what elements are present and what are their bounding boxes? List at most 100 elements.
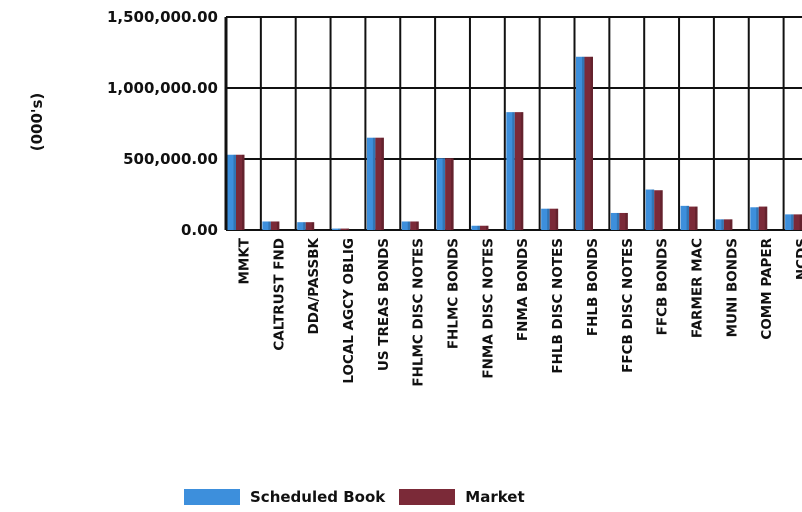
bar-shade [547,208,550,230]
bar-shade [416,221,419,230]
bar-shade [590,56,593,231]
bar-shade [276,221,280,230]
bar-shade [729,219,733,230]
bar-shade [242,154,245,230]
bar-market [479,225,489,230]
legend-swatch [184,489,240,505]
bar-shade [686,205,690,230]
bar-market [689,206,698,230]
grid-lines [224,16,802,231]
x-tick-label: FFCB BONDS [655,238,671,335]
bar-shade [485,225,489,230]
bar-scheduled-book [576,56,585,231]
legend-item-scheduled-book: Scheduled Book [184,488,385,506]
bars [227,56,802,231]
legend-label: Market [465,488,525,506]
bar-scheduled-book [471,225,480,230]
x-tick-label: NCDS [794,238,802,280]
bar-shade [555,208,559,230]
bar-market [410,221,419,230]
bar-market [654,190,663,230]
x-tick-label: FARMER MAC [689,238,705,338]
bar-market [619,212,628,230]
x-tick-label: MMKT [236,237,252,284]
x-tick-label: FHLB BONDS [585,238,601,336]
bar-shade [721,219,724,230]
bar-scheduled-book [436,158,446,230]
bar-market [375,137,384,230]
x-tick-label: FHLMC DISC NOTES [411,238,427,387]
bar-market [305,222,315,230]
x-tick-label: FNMA BONDS [515,238,531,341]
bar-shade [799,214,802,230]
bar-market [723,219,733,230]
y-tick-label: 1,500,000.00 [107,8,218,26]
bar-shade [764,206,768,230]
bar-market [584,56,593,231]
bar-shade [616,212,620,230]
bar-shade [625,212,628,230]
bar-shade [582,56,585,231]
bar-market [758,206,768,230]
x-tick-label: FNMA DISC NOTES [480,238,496,379]
y-axis-label: (000's) [28,93,46,152]
bar-shade [268,221,271,230]
bar-scheduled-book [297,222,306,230]
bar-scheduled-book [610,212,620,230]
bar-scheduled-book [750,207,759,230]
bar-market [236,154,245,230]
legend-item-market: Market [389,488,525,506]
bar-shade [407,221,411,230]
x-tick-label: US TREAS BONDS [376,238,392,371]
bar-shade [338,228,341,230]
bar-scheduled-book [401,221,411,230]
bar-shade [520,112,524,230]
bar-scheduled-book [262,221,271,230]
bar-scheduled-book [332,228,341,230]
bar-scheduled-book [541,208,550,230]
bar-market [549,208,559,230]
x-tick-label: LOCAL AGCY OBLIG [341,238,357,384]
bar-scheduled-book [366,137,376,230]
bar-shade [660,190,663,230]
legend-swatch [399,489,456,505]
bar-market [793,214,802,230]
bar-shade [303,222,306,230]
bar-shade [791,214,794,230]
y-tick-label: 500,000.00 [123,150,218,168]
x-tick-label: DDA/PASSBK [306,237,322,334]
x-tick-label: FFCB DISC NOTES [620,238,636,373]
x-tick-label: FHLMC BONDS [446,238,462,349]
bar-scheduled-book [680,205,690,230]
bar-market [340,228,350,230]
y-axis-ticks: 0.00 500,000.00 1,000,000.00 1,500,000.00 [107,8,218,239]
legend: Scheduled Book Market [184,488,529,506]
bar-scheduled-book [785,214,794,230]
bar-shade [451,158,454,230]
bar-shade [756,207,759,230]
bar-scheduled-book [227,154,236,230]
bar-shade [346,228,350,230]
bar-shade [651,189,655,230]
bar-market [270,221,280,230]
bar-scheduled-book [645,189,655,230]
x-tick-label: COMM PAPER [759,237,775,339]
x-tick-label: MUNI BONDS [724,238,740,337]
x-tick-label: FHLB DISC NOTES [550,238,566,374]
bar-shade [512,112,515,230]
bar-market [445,158,454,230]
bar-shade [311,222,315,230]
bar-shade [372,137,376,230]
bar-scheduled-book [715,219,724,230]
bar-market [514,112,524,230]
legend-label: Scheduled Book [250,488,386,506]
y-tick-label: 0.00 [181,221,218,239]
bar-shade [477,225,480,230]
bar-shade [233,154,236,230]
y-tick-label: 1,000,000.00 [107,79,218,97]
bar-shade [381,137,384,230]
bar-scheduled-book [506,112,515,230]
bar-shade [442,158,446,230]
x-tick-label: CALTRUST FND [271,238,287,351]
